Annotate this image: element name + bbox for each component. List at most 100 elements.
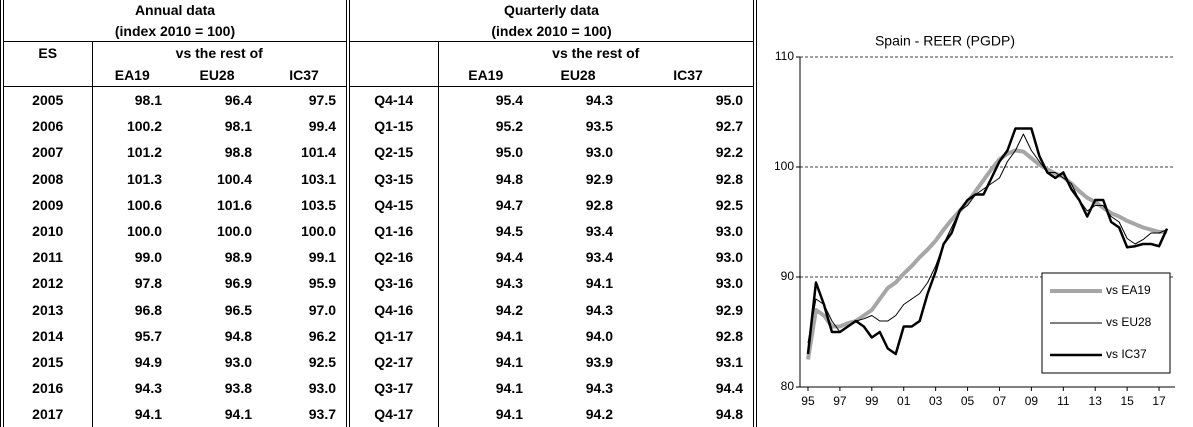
table-cell: 94.8 xyxy=(224,327,252,344)
table-cell: 98.1 xyxy=(224,118,252,135)
table-cell: 103.1 xyxy=(262,165,350,192)
table-cell: 94.2 xyxy=(585,406,613,423)
header-cell xyxy=(348,64,439,87)
table-cell: 96.9 xyxy=(224,275,252,292)
table-cell: Q4-17 xyxy=(348,401,439,427)
table-cell: 94.7 xyxy=(495,196,523,213)
table-cell: 93.0 xyxy=(715,275,743,292)
table-cell: Q4-16 xyxy=(348,296,439,323)
table-row: ES vs the rest of vs the rest of xyxy=(4,41,753,64)
table-cell: 95.9 xyxy=(262,270,350,297)
table-cell: 93.0 xyxy=(224,353,252,370)
table-cell: 98.8 xyxy=(224,144,252,161)
chart-title: Spain - REER (PGDP) xyxy=(875,33,1015,49)
header-cell: vs the rest of xyxy=(552,45,640,61)
x-tick-label: 97 xyxy=(833,394,847,408)
table-cell: 101.6 xyxy=(216,196,252,213)
table-cell: 95.2 xyxy=(495,118,523,135)
table-cell: 94.1 xyxy=(495,353,523,370)
table-cell: 96.8 xyxy=(134,301,162,318)
table-cell: 94.1 xyxy=(495,406,523,423)
table-cell: Q1-15 xyxy=(348,113,439,140)
table-cell: Q4-15 xyxy=(348,191,439,218)
table-cell: 94.9 xyxy=(134,353,162,370)
table-cell: 100.0 xyxy=(216,223,252,240)
table-cell: 93.7 xyxy=(262,401,350,427)
table-cell: 96.5 xyxy=(224,301,252,318)
table-cell: 92.5 xyxy=(715,196,743,213)
table-cell: 2013 xyxy=(4,296,93,323)
table-cell: 93.1 xyxy=(715,353,743,370)
header-cell: (index 2010 = 100) xyxy=(4,20,350,42)
header-cell: (index 2010 = 100) xyxy=(348,20,753,42)
table-cell: 2007 xyxy=(4,139,93,166)
table-cell: 94.2 xyxy=(495,301,523,318)
table-cell: 98.1 xyxy=(134,92,162,109)
table-cell: 94.3 xyxy=(585,92,613,109)
table-cell: 101.4 xyxy=(262,139,350,166)
header-cell: EA19 xyxy=(438,64,533,87)
table-cell: 97.5 xyxy=(262,86,350,114)
table-cell: 99.1 xyxy=(262,244,350,271)
table-cell: Q1-17 xyxy=(348,322,439,349)
header-cell: vs the rest of xyxy=(92,41,350,64)
table-row: 2009 100.6 101.6 103.5 Q4-15 94.7 92.8 92.5 xyxy=(4,191,753,218)
table-cell: 101.3 xyxy=(126,170,162,187)
chart: Spain - REER (PGDP) 80 90 100 110 95 97 99 01 03… xyxy=(774,33,1175,408)
table-cell: Q3-15 xyxy=(348,165,439,192)
data-table: Annual data Quarterly data (index 2010 = 1… xyxy=(4,0,753,427)
table-cell: 94.1 xyxy=(134,406,162,423)
table-cell: Q2-15 xyxy=(348,139,439,166)
table-cell: 100.4 xyxy=(216,170,252,187)
table-cell: 97.8 xyxy=(134,275,162,292)
table-cell: 92.2 xyxy=(715,144,743,161)
table-row: 2014 95.7 94.8 96.2 Q1-17 94.1 94.0 92.8 xyxy=(4,322,753,349)
table-cell: 94.8 xyxy=(715,406,743,423)
header-cell: IC37 xyxy=(623,64,753,87)
table-cell: 92.9 xyxy=(585,170,613,187)
table-cell: 2017 xyxy=(4,401,93,427)
table-row: Annual data Quarterly data xyxy=(4,0,753,20)
table-cell: 100.2 xyxy=(126,118,162,135)
table-cell: 2009 xyxy=(4,191,93,218)
table-cell: 100.0 xyxy=(126,223,162,240)
table-cell: 92.7 xyxy=(715,118,743,135)
x-tick-label: 11 xyxy=(1057,394,1070,408)
header-cell xyxy=(4,64,93,87)
table-cell: 2011 xyxy=(4,244,93,271)
table-cell: 2012 xyxy=(4,270,93,297)
header-cell: Quarterly data xyxy=(504,2,599,18)
table-cell: Q2-16 xyxy=(348,244,439,271)
table-cell: 94.8 xyxy=(495,170,523,187)
table-cell: 92.8 xyxy=(585,196,613,213)
table-cell: 95.7 xyxy=(134,327,162,344)
header-cell: EU28 xyxy=(172,64,262,87)
table-cell: 93.9 xyxy=(585,353,613,370)
table-cell: 93.8 xyxy=(224,380,252,397)
table-cell: 2010 xyxy=(4,217,93,245)
x-tick-label: 05 xyxy=(961,394,975,408)
y-tick-label: 110 xyxy=(775,49,794,63)
y-tick-label: 80 xyxy=(781,379,795,393)
table-cell: 2006 xyxy=(4,113,93,140)
table-cell: 94.4 xyxy=(495,249,523,266)
table-cell: 93.0 xyxy=(715,223,743,240)
table-cell: 98.9 xyxy=(224,249,252,266)
table-cell: 94.5 xyxy=(495,223,523,240)
table-cell: Q2-17 xyxy=(348,348,439,376)
table-row: 2005 98.1 96.4 97.5 Q4-14 95.4 94.3 95.0 xyxy=(4,86,753,114)
table-cell: 2014 xyxy=(4,322,93,349)
table-cell: 92.5 xyxy=(262,348,350,376)
table-row: (index 2010 = 100) (index 2010 = 100) xyxy=(4,20,753,42)
table-row: 2017 94.1 94.1 93.7 Q4-17 94.1 94.2 94.8 xyxy=(4,401,753,427)
table-cell: 2008 xyxy=(4,165,93,192)
series-line xyxy=(806,127,1169,356)
table-cell: 93.4 xyxy=(585,249,613,266)
table-cell: 94.1 xyxy=(495,380,523,397)
legend-label: vs IC37 xyxy=(1106,347,1147,361)
table-row: 2016 94.3 93.8 93.0 Q3-17 94.1 94.3 94.4 xyxy=(4,375,753,402)
x-tick-label: 99 xyxy=(865,394,879,408)
x-tick-label: 09 xyxy=(1025,394,1039,408)
table-cell: Q4-14 xyxy=(348,86,439,114)
